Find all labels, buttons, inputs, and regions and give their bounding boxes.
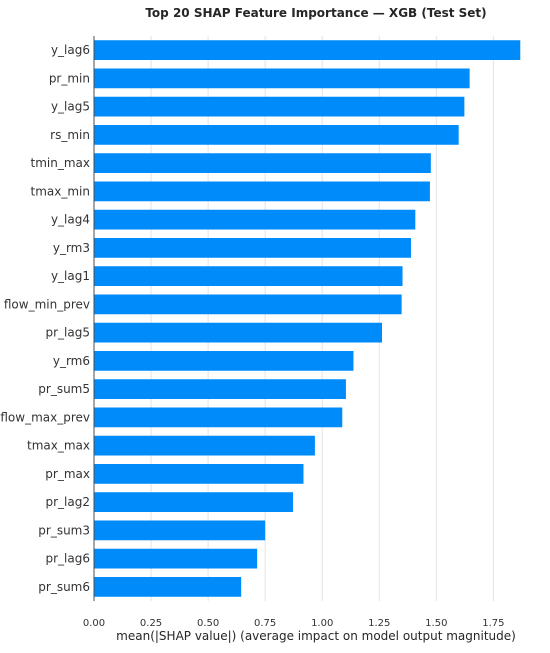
feature-label: tmax_min <box>31 184 90 198</box>
x-tick-label: 0.75 <box>254 618 276 629</box>
chart-title: Top 20 SHAP Feature Importance — XGB (Te… <box>145 6 486 20</box>
feature-label: y_lag6 <box>51 43 90 57</box>
feature-label: rs_min <box>50 128 90 142</box>
feature-label: pr_lag5 <box>46 326 91 340</box>
x-tick-label: 1.50 <box>425 618 447 629</box>
x-axis-label: mean(|SHAP value|) (average impact on mo… <box>116 629 516 643</box>
bar-pr-sum3 <box>94 520 266 541</box>
feature-label: flow_max_prev <box>0 410 90 424</box>
x-tick-label: 0.25 <box>140 618 162 629</box>
feature-label: flow_min_prev <box>4 297 90 311</box>
feature-label: tmin_max <box>31 156 90 170</box>
feature-label: y_lag4 <box>51 213 90 227</box>
bar-y-lag4 <box>94 209 416 230</box>
x-tick-label: 1.00 <box>311 618 333 629</box>
x-tick-label: 1.25 <box>368 618 390 629</box>
bars <box>94 40 521 597</box>
feature-label: pr_lag6 <box>46 552 91 566</box>
x-tick-label: 0.00 <box>83 618 105 629</box>
bar-pr-min <box>94 68 470 89</box>
bar-tmin-max <box>94 153 431 174</box>
feature-label: y_rm3 <box>53 241 90 255</box>
x-tick-label: 1.75 <box>482 618 504 629</box>
x-tick-labels: 0.00 0.25 0.50 0.75 1.00 1.25 1.50 1.75 <box>83 618 505 629</box>
bar-pr-sum5 <box>94 379 346 400</box>
x-tick-label: 0.50 <box>197 618 219 629</box>
bar-y-lag1 <box>94 266 403 287</box>
bar-pr-lag6 <box>94 548 258 569</box>
feature-label: pr_sum5 <box>38 382 90 396</box>
bar-tmax-max <box>94 435 315 456</box>
bar-rs-min <box>94 124 459 145</box>
feature-label: pr_sum6 <box>38 580 90 594</box>
bar-y-rm3 <box>94 237 411 258</box>
bar-y-lag5 <box>94 96 465 117</box>
feature-label: pr_lag2 <box>46 495 91 509</box>
feature-label: pr_sum3 <box>38 523 90 537</box>
feature-label: y_rm6 <box>53 354 90 368</box>
bar-flow-min-prev <box>94 294 402 315</box>
bar-pr-sum6 <box>94 576 242 597</box>
feature-label: pr_min <box>49 71 90 85</box>
bar-pr-lag2 <box>94 492 293 513</box>
feature-label: y_lag1 <box>51 269 90 283</box>
bar-pr-lag5 <box>94 322 382 343</box>
feature-label: y_lag5 <box>51 100 90 114</box>
gridlines <box>93 36 494 601</box>
feature-labels: y_lag6 pr_min y_lag5 rs_min tmin_max tmax_min… <box>0 43 90 594</box>
feature-label: pr_max <box>45 467 90 481</box>
feature-label: tmax_max <box>27 439 90 453</box>
bar-tmax-min <box>94 181 430 202</box>
bar-y-lag6 <box>94 40 521 61</box>
bar-pr-max <box>94 463 304 484</box>
bar-y-rm6 <box>94 350 354 371</box>
bar-flow-max-prev <box>94 407 343 428</box>
